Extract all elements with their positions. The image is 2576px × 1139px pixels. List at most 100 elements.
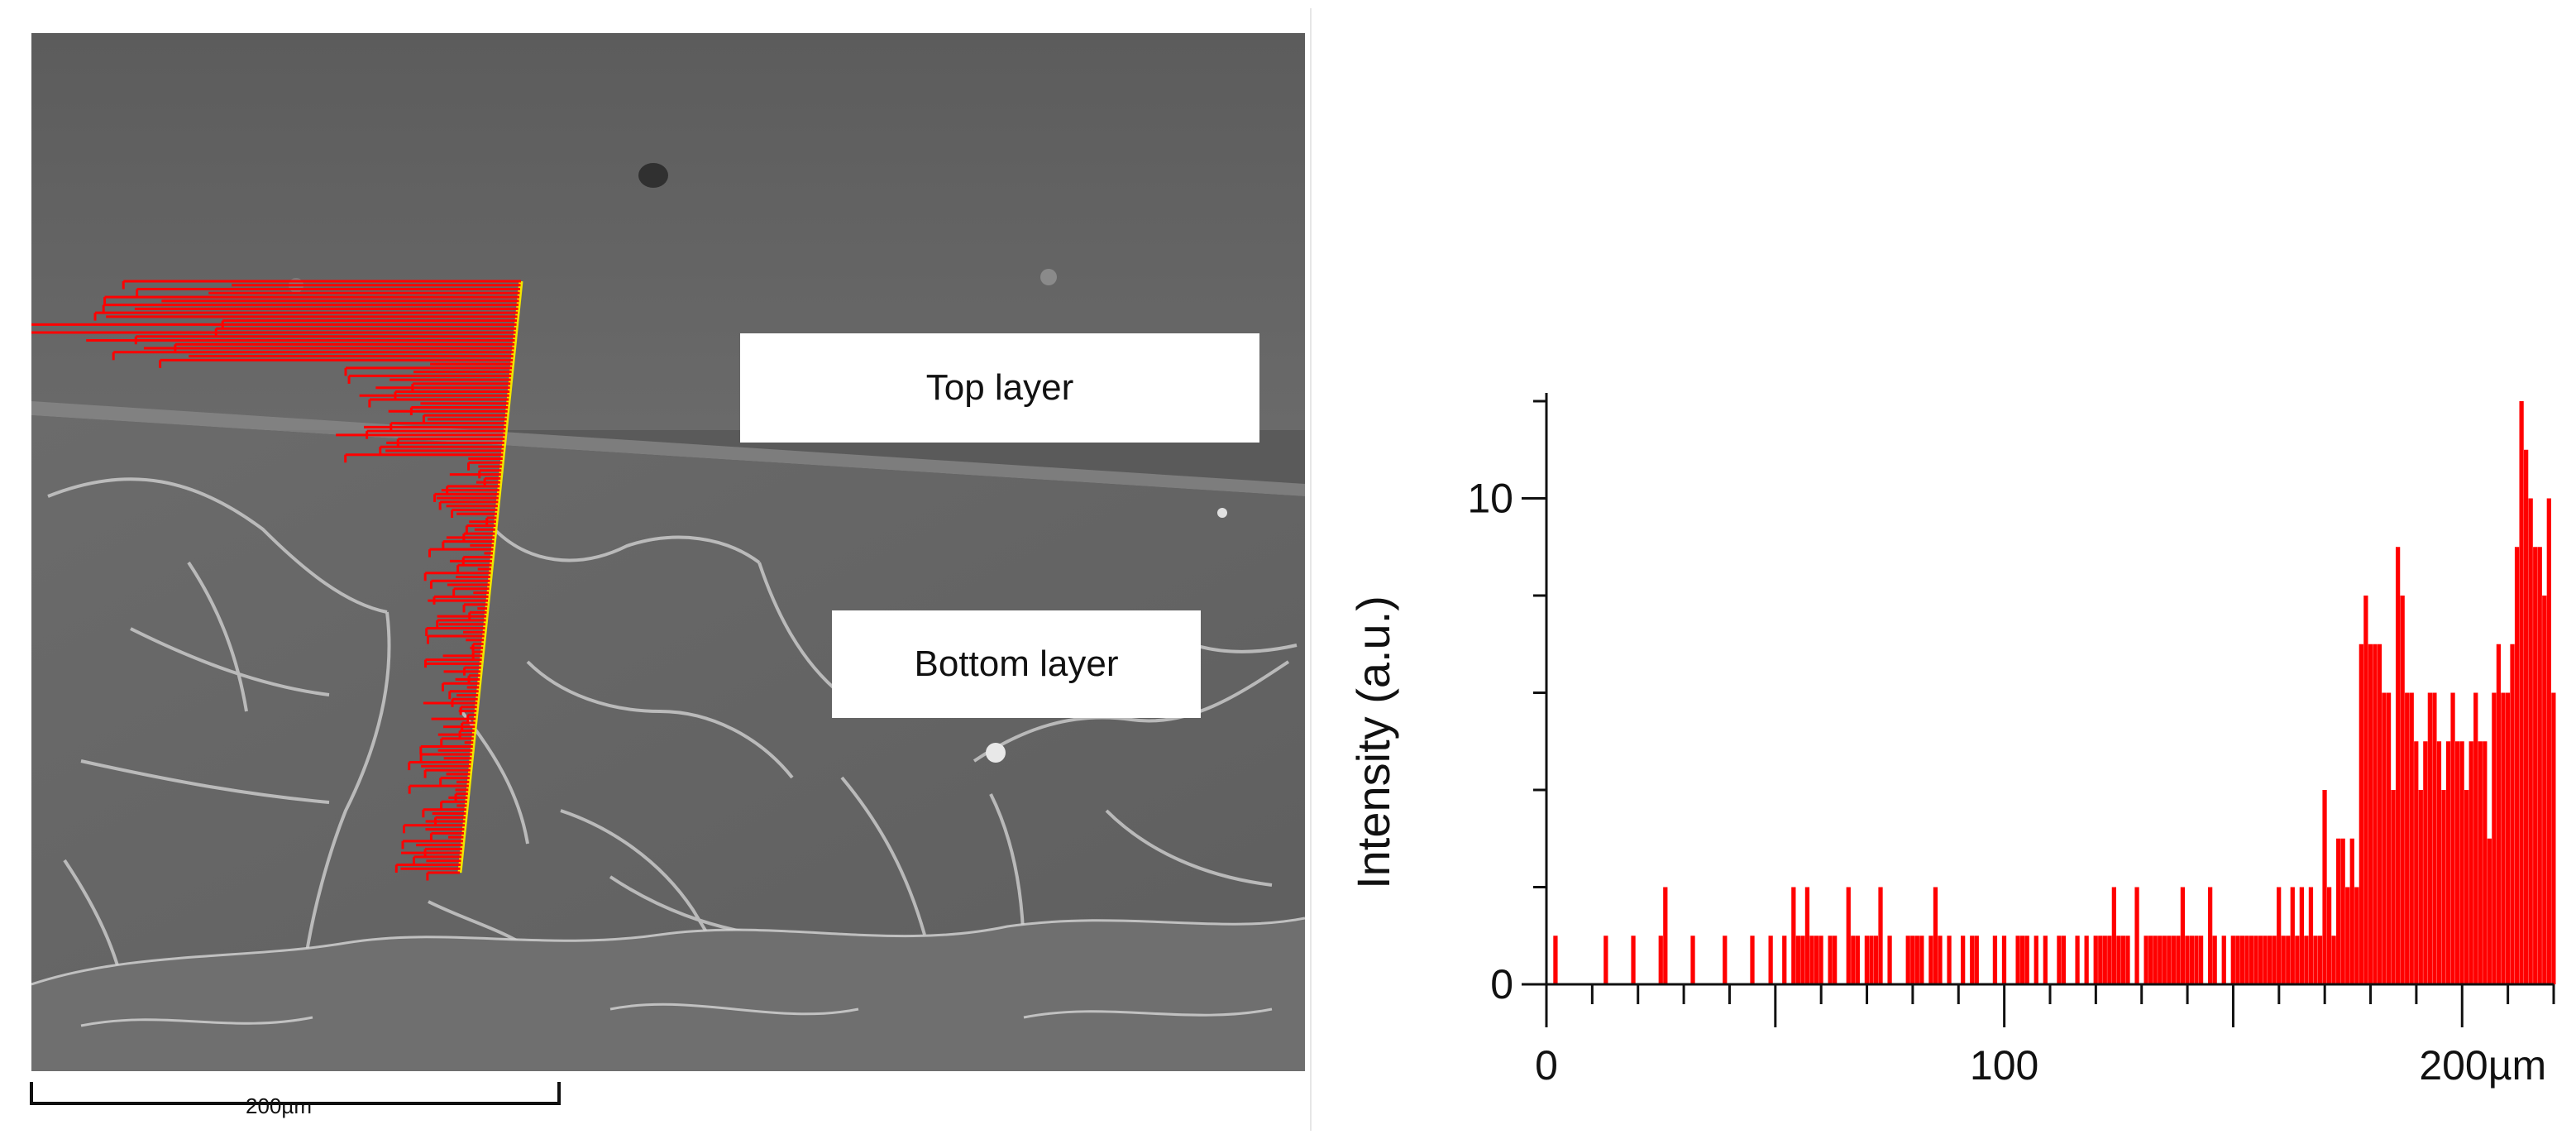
- bar: [2317, 936, 2323, 984]
- bar: [1768, 936, 1773, 984]
- bar: [2528, 498, 2533, 984]
- bar: [1750, 936, 1755, 984]
- bar: [2277, 887, 2282, 984]
- bar: [1961, 936, 1966, 984]
- bar: [2400, 596, 2405, 984]
- bar: [2546, 498, 2551, 984]
- bar: [2098, 936, 2103, 984]
- linescan-profile: [31, 280, 521, 881]
- bar: [2239, 936, 2245, 984]
- bar: [2249, 936, 2254, 984]
- bar: [1690, 936, 1695, 984]
- bar: [2496, 644, 2502, 984]
- bar: [1553, 936, 1558, 984]
- bar: [2483, 741, 2488, 984]
- bar: [2221, 936, 2226, 984]
- bar: [1631, 936, 1636, 984]
- bar: [2395, 547, 2401, 984]
- bar: [2510, 644, 2515, 984]
- bar: [2432, 692, 2437, 984]
- bar: [2057, 936, 2062, 984]
- bar: [1818, 936, 1823, 984]
- chart-bars: [1553, 401, 2556, 984]
- bar: [2441, 790, 2446, 984]
- bar: [2281, 936, 2286, 984]
- bar: [1887, 936, 1892, 984]
- bar: [2326, 887, 2332, 984]
- bar: [2034, 936, 2038, 984]
- bar: [2167, 936, 2172, 984]
- bar: [1928, 936, 1933, 984]
- bar: [1855, 936, 1860, 984]
- bar: [2459, 741, 2464, 984]
- bar: [2464, 790, 2469, 984]
- bar: [2304, 936, 2309, 984]
- bar: [2409, 692, 2414, 984]
- bar: [1663, 887, 1668, 984]
- micrograph-graphic: [31, 33, 1305, 1071]
- bar: [2153, 936, 2158, 984]
- bar: [2359, 644, 2363, 984]
- bar: [2107, 936, 2112, 984]
- bar: [2386, 692, 2392, 984]
- bar: [1809, 936, 1814, 984]
- bar: [2212, 936, 2217, 984]
- bar: [2414, 741, 2419, 984]
- y-tick-label: 10: [1467, 476, 1513, 522]
- bar: [2093, 936, 2098, 984]
- bar: [2487, 838, 2492, 984]
- bar: [2061, 936, 2067, 984]
- bar: [2075, 936, 2080, 984]
- bar: [2322, 790, 2327, 984]
- bar: [2120, 936, 2126, 984]
- bar: [1782, 936, 1787, 984]
- bar: [1974, 936, 1979, 984]
- bar: [2423, 741, 2428, 984]
- bar: [2349, 838, 2354, 984]
- bar: [2373, 644, 2378, 984]
- bar: [2272, 936, 2277, 984]
- bar: [2405, 692, 2410, 984]
- bar: [2171, 936, 2176, 984]
- bar: [2454, 741, 2460, 984]
- bar: [1658, 936, 1663, 984]
- bar: [2253, 936, 2258, 984]
- bar: [2450, 692, 2455, 984]
- bar: [2382, 692, 2387, 984]
- bar: [2111, 887, 2117, 984]
- bar: [2524, 449, 2529, 984]
- bar: [2331, 936, 2336, 984]
- bar: [2015, 936, 2020, 984]
- bar: [2162, 936, 2167, 984]
- bar: [2445, 741, 2451, 984]
- bar: [2230, 936, 2235, 984]
- bar: [2263, 936, 2268, 984]
- top-layer-label: Top layer: [740, 333, 1259, 443]
- bar: [2468, 741, 2473, 984]
- bar: [2478, 741, 2483, 984]
- bar: [1992, 936, 1998, 984]
- bar: [2084, 936, 2089, 984]
- bar: [2134, 887, 2139, 984]
- scale-bar-label: 200µm: [246, 1094, 313, 1118]
- bar: [2295, 936, 2300, 984]
- scale-bar: [30, 1082, 561, 1105]
- bar: [2391, 790, 2396, 984]
- bar: [2208, 887, 2213, 984]
- x-tick-label: 0: [1535, 1042, 1558, 1089]
- bar: [1947, 936, 1952, 984]
- bar: [2198, 936, 2204, 984]
- bar: [2340, 838, 2345, 984]
- bar: [2313, 936, 2318, 984]
- bar: [2368, 644, 2373, 984]
- bar: [2308, 887, 2314, 984]
- bar: [2267, 936, 2273, 984]
- bar: [1833, 936, 1838, 984]
- bar: [1905, 936, 1910, 984]
- bar: [1919, 936, 1924, 984]
- bar: [2185, 936, 2190, 984]
- bar: [1938, 936, 1943, 984]
- bar: [1828, 936, 1833, 984]
- bar: [2001, 936, 2007, 984]
- bar: [2116, 936, 2121, 984]
